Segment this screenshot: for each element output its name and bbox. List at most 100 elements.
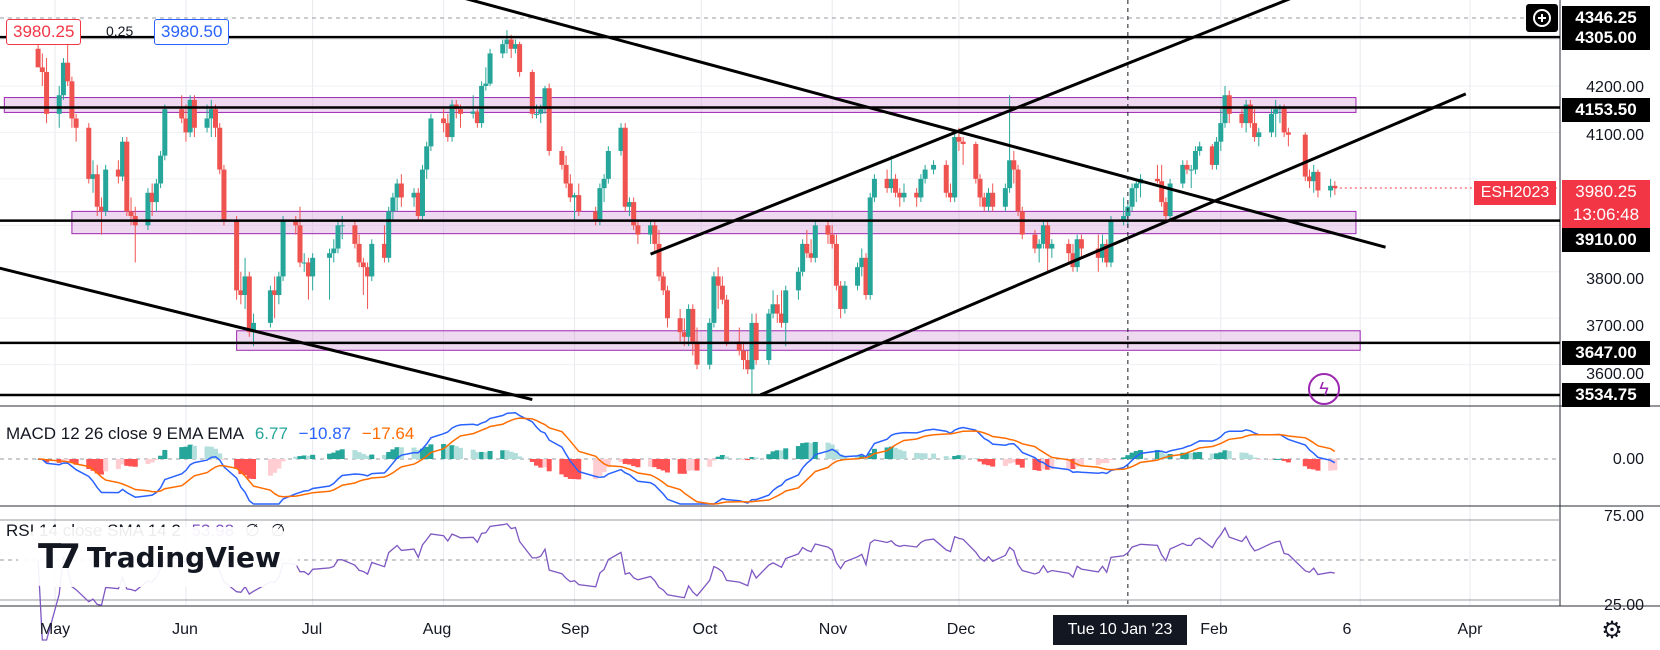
candle-body bbox=[120, 141, 126, 177]
macd-hist-bar bbox=[276, 459, 282, 469]
settings-button[interactable]: ⚙ bbox=[1598, 617, 1626, 645]
candle-body bbox=[352, 225, 358, 244]
macd-hist-bar bbox=[529, 459, 535, 462]
macd-hist-bar bbox=[1070, 459, 1076, 470]
macd-hist-bar bbox=[736, 457, 742, 459]
candle-body bbox=[445, 123, 451, 138]
macd-hist-bar bbox=[179, 447, 185, 459]
candle-body bbox=[690, 308, 696, 342]
macd-hist-bar bbox=[943, 456, 949, 459]
macd-hist-bar bbox=[474, 452, 480, 459]
macd-hist-bar bbox=[931, 453, 937, 459]
macd-hist-bar bbox=[360, 453, 366, 459]
candle-body bbox=[859, 257, 865, 268]
candle-body bbox=[804, 243, 810, 254]
macd-hist-bar bbox=[449, 445, 455, 459]
tradingview-logo[interactable]: T7 TradingView bbox=[18, 527, 298, 587]
macd-hist-bar bbox=[918, 453, 924, 459]
price-tick-3700: 3700.00 bbox=[1586, 318, 1644, 335]
macd-hist-bar bbox=[305, 455, 311, 459]
plus-circle-icon bbox=[1533, 9, 1551, 27]
candle-body bbox=[1045, 225, 1051, 249]
macd-hist-bar bbox=[605, 459, 611, 468]
candle-body bbox=[901, 192, 907, 198]
macd-hist-bar bbox=[1218, 452, 1224, 459]
time-label-sep: Sep bbox=[560, 621, 590, 638]
macd-hist-bar bbox=[213, 448, 219, 459]
candle-body bbox=[1209, 146, 1215, 165]
candle-body bbox=[601, 178, 607, 189]
candle-body bbox=[276, 276, 282, 296]
macd-hist-bar bbox=[208, 446, 214, 459]
candle-body bbox=[1015, 169, 1021, 212]
candle-body bbox=[381, 243, 387, 258]
macd-hist-bar bbox=[441, 443, 447, 459]
macd-hist-bar bbox=[1095, 459, 1101, 465]
macd-hist-bar bbox=[221, 459, 227, 460]
candle-body bbox=[1311, 171, 1317, 182]
candle-body bbox=[1285, 132, 1291, 135]
candle-body bbox=[60, 62, 66, 96]
candle-body bbox=[893, 178, 899, 193]
macd-hist-bar bbox=[293, 456, 299, 459]
time-label-aug: Aug bbox=[422, 621, 452, 638]
macd-line bbox=[38, 412, 1336, 505]
ask-price[interactable]: 3980.50 bbox=[154, 19, 230, 45]
candle-body bbox=[605, 150, 611, 179]
candle-body bbox=[360, 262, 366, 268]
macd-hist-bar bbox=[1332, 459, 1338, 471]
macd-hist-bar bbox=[238, 459, 244, 475]
macd-hist-bar bbox=[947, 458, 953, 460]
candle-body bbox=[546, 88, 552, 151]
candle-body bbox=[990, 192, 996, 207]
candle-body bbox=[559, 150, 565, 165]
macd-legend[interactable]: MACD 12 26 close 9 EMA EMA 6.77 −10.87 −… bbox=[6, 424, 420, 444]
candle-body bbox=[115, 169, 121, 177]
candle-body bbox=[648, 225, 654, 235]
add-button[interactable] bbox=[1526, 4, 1558, 32]
price-tick-4200: 4200.00 bbox=[1586, 79, 1644, 96]
macd-hist-bar bbox=[483, 452, 489, 459]
macd-hist-bar bbox=[153, 459, 159, 460]
candle-body bbox=[1192, 150, 1198, 170]
macd-hist-bar bbox=[1129, 452, 1135, 459]
candle-body bbox=[149, 192, 155, 203]
candle-body bbox=[1104, 243, 1110, 263]
candle-body bbox=[470, 111, 476, 114]
macd-hist-bar bbox=[1214, 453, 1220, 459]
candle-body bbox=[572, 195, 578, 198]
candle-body bbox=[838, 285, 844, 309]
bid-price[interactable]: 3980.25 bbox=[6, 19, 82, 45]
candle-body bbox=[331, 248, 337, 254]
candle-body bbox=[504, 39, 510, 45]
macd-hist-bar bbox=[470, 449, 476, 459]
price-tick-4100: 4100.00 bbox=[1586, 127, 1644, 144]
macd-hist-bar bbox=[559, 459, 565, 475]
candle-body bbox=[1268, 113, 1274, 133]
macd-hist-bar bbox=[356, 452, 362, 459]
trend-line bbox=[650, 0, 1291, 256]
macd-hist-bar bbox=[115, 459, 121, 470]
macd-hist-bar bbox=[339, 449, 345, 459]
macd-hist-bar bbox=[960, 455, 966, 459]
candle-body bbox=[369, 243, 375, 277]
macd-hist-bar bbox=[145, 459, 151, 465]
macd-hist-bar bbox=[487, 450, 493, 459]
macd-hist-bar bbox=[1184, 452, 1190, 459]
macd-hist-bar bbox=[103, 459, 109, 472]
time-label-nov: Nov bbox=[818, 621, 848, 638]
candle-body bbox=[191, 99, 197, 128]
alert-button[interactable]: ϟ bbox=[1308, 373, 1340, 405]
macd-hist-bar bbox=[707, 459, 713, 467]
macd-hist-bar bbox=[1222, 450, 1228, 459]
macd-hist-bar bbox=[424, 446, 430, 459]
macd-hist-bar bbox=[749, 457, 755, 459]
candle-body bbox=[918, 178, 924, 198]
macd-hist-bar bbox=[1036, 459, 1042, 471]
macd-hist-bar bbox=[242, 459, 248, 476]
time-label-apr: Apr bbox=[1457, 621, 1483, 638]
macd-hist-bar bbox=[73, 459, 79, 465]
symbol-badge[interactable]: ESH2023 bbox=[1474, 181, 1556, 205]
macd-hist-bar bbox=[715, 456, 721, 459]
